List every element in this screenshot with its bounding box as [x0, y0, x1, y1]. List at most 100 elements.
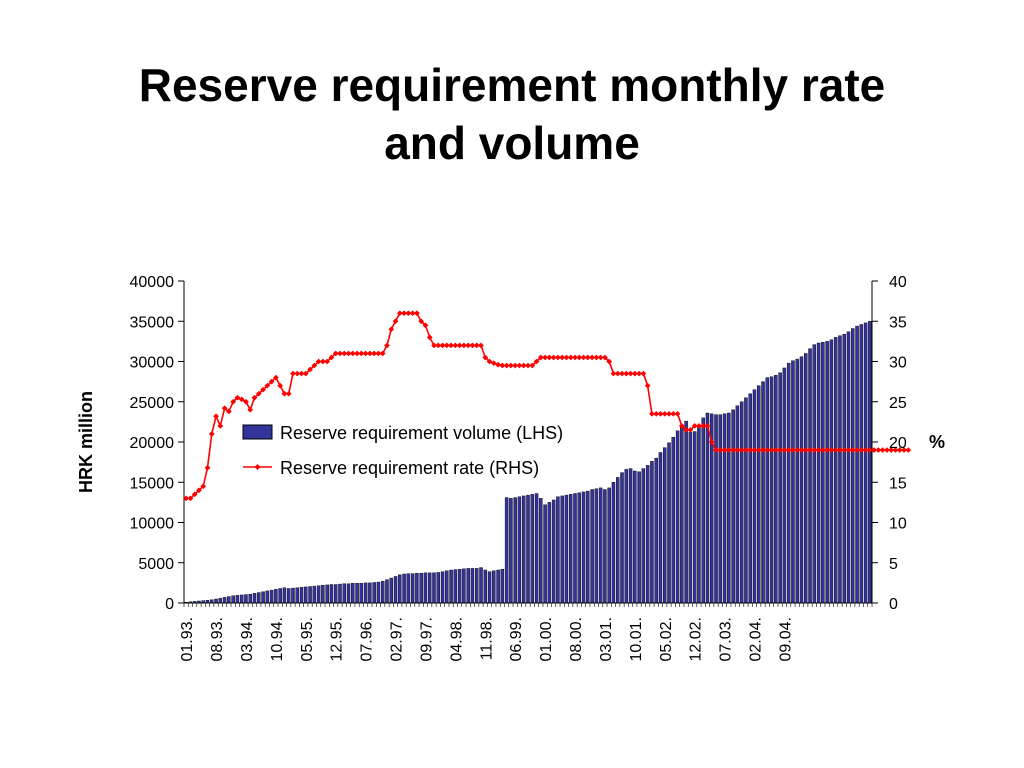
rate-marker: [332, 350, 339, 357]
rate-marker: [841, 447, 848, 454]
volume-bar: [675, 430, 680, 604]
x-tick-label: 05.02.: [658, 617, 675, 661]
volume-bar: [214, 598, 218, 604]
right-y-tick-label: 35: [889, 314, 907, 331]
rate-marker: [794, 447, 801, 454]
volume-bar: [795, 358, 799, 604]
rate-marker: [892, 447, 899, 454]
rate-marker: [439, 342, 446, 349]
x-tick-label: 10.01.: [628, 617, 645, 661]
rate-marker: [704, 422, 711, 429]
volume-bar: [564, 494, 569, 604]
volume-bar: [628, 468, 633, 604]
volume-bar: [359, 583, 364, 604]
volume-bar: [556, 496, 560, 604]
volume-bar: [868, 321, 872, 604]
x-tick-label: 02.04.: [747, 617, 764, 661]
rate-marker: [435, 342, 442, 349]
rate-marker: [721, 447, 728, 454]
volume-bar: [735, 405, 740, 604]
rate-marker: [550, 354, 557, 361]
rate-marker: [742, 447, 749, 454]
rate-marker: [631, 370, 638, 377]
rate-marker: [426, 334, 433, 341]
volume-bar: [838, 335, 842, 604]
rate-marker: [315, 358, 322, 365]
x-tick-label: 01.93.: [179, 617, 196, 661]
rate-marker: [234, 394, 241, 401]
volume-bar: [470, 568, 475, 604]
rate-marker: [230, 398, 237, 405]
rate-marker: [824, 447, 831, 454]
volume-bar: [492, 570, 496, 604]
rate-marker: [482, 354, 489, 361]
volume-bar: [466, 568, 470, 604]
x-tick-label: 12.95.: [329, 617, 346, 661]
volume-bar: [316, 585, 321, 604]
volume-bar: [231, 595, 235, 604]
volume-bar: [727, 412, 731, 604]
volume-bar: [351, 583, 355, 604]
volume-bar: [222, 597, 227, 604]
rate-marker: [815, 447, 822, 454]
rate-marker: [717, 447, 724, 454]
volume-bar: [286, 588, 291, 604]
x-tick-label: 09.04.: [777, 617, 794, 661]
volume-bar: [406, 573, 411, 604]
rate-marker: [495, 361, 502, 368]
volume-bar: [329, 584, 334, 604]
volume-bar: [261, 591, 265, 604]
rate-marker: [243, 398, 249, 405]
slide-title: Reserve requirement monthly rate and vol…: [0, 56, 1024, 172]
volume-bar: [534, 493, 539, 604]
volume-bar: [624, 469, 629, 604]
rate-marker: [328, 354, 335, 361]
volume-bar: [321, 585, 325, 604]
rate-marker: [700, 422, 707, 429]
volume-bar: [342, 583, 346, 604]
rate-marker: [845, 447, 852, 454]
volume-bar: [804, 353, 808, 604]
rate-marker: [431, 342, 437, 349]
rate-marker: [238, 396, 245, 403]
rate-marker: [221, 405, 228, 412]
left-y-tick-label: 0: [165, 596, 174, 613]
rate-marker: [187, 495, 194, 502]
volume-bar: [483, 569, 488, 604]
rate-marker: [606, 358, 613, 365]
volume-bar: [513, 497, 517, 604]
rate-marker: [670, 410, 677, 417]
x-tick-label: 02.97.: [389, 617, 406, 661]
rate-marker: [465, 342, 472, 349]
volume-bar: [739, 401, 744, 604]
rate-marker: [866, 447, 873, 454]
rate-marker: [260, 386, 267, 393]
rate-marker: [191, 491, 198, 498]
rate-marker: [768, 447, 775, 454]
rate-marker: [490, 360, 497, 367]
rate-marker: [507, 362, 514, 369]
rate-marker: [563, 354, 570, 361]
volume-bar: [616, 477, 620, 604]
volume-bar: [304, 586, 308, 604]
rate-marker: [695, 422, 702, 429]
legend: Reserve requirement volume (LHS) Reserve …: [242, 423, 563, 478]
rate-marker: [871, 447, 878, 454]
rate-marker: [819, 447, 826, 454]
volume-bar: [539, 498, 543, 604]
right-y-axis-title: %: [929, 432, 945, 452]
legend-marker-rate: [254, 464, 261, 470]
rate-marker: [781, 447, 788, 454]
rate-marker: [392, 318, 399, 325]
rate-marker: [319, 358, 326, 365]
volume-bar: [363, 582, 368, 604]
slide-title-line-2: and volume: [384, 117, 640, 169]
volume-bar: [568, 494, 573, 604]
rate-marker: [512, 362, 519, 369]
rate-marker: [294, 370, 301, 377]
volume-bar: [432, 572, 436, 604]
rate-marker: [554, 354, 561, 361]
volume-bar: [440, 571, 445, 604]
volume-bar: [462, 568, 466, 604]
volume-bar: [415, 573, 419, 604]
